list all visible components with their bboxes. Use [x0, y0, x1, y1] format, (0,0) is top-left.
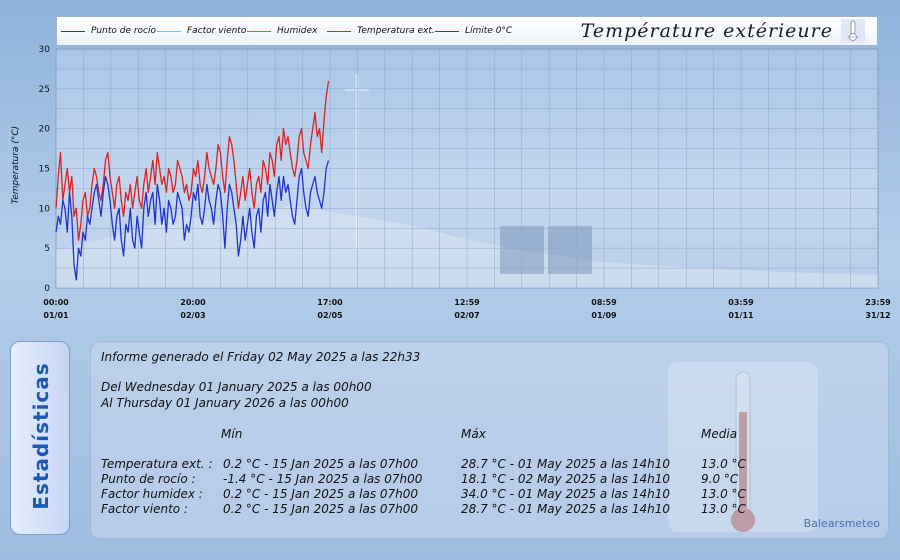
stats-row-label: Factor viento :: [101, 502, 188, 516]
stats-header-max: Máx: [461, 427, 486, 441]
x-tick-date: 01/09: [591, 311, 617, 320]
x-tick-date: 02/07: [454, 311, 479, 320]
x-tick-time: 03:59: [728, 298, 754, 307]
stats-row-min: 0.2 °C - 15 Jan 2025 a las 07h00: [223, 502, 419, 516]
legend-item: Punto de rocío: [61, 17, 156, 45]
chart-grid: [55, 48, 879, 289]
chart-legend: Punto de rocío Factor viento Humidex Temper…: [56, 16, 878, 46]
y-tick-label: 5: [44, 244, 50, 254]
stats-generated: Informe generado el Friday 02 May 2025 a…: [101, 350, 421, 364]
x-tick-time: 20:00: [180, 298, 206, 307]
brand-label: Balearsmeteo: [803, 517, 880, 530]
stats-row-avg: 13.0 °C: [701, 457, 746, 471]
legend-item: Límite 0°C: [435, 17, 512, 45]
stats-row-label: Temperatura ext. :: [101, 457, 213, 471]
stats-row-max: 28.7 °C - 01 May 2025 a las 14h10: [461, 502, 670, 516]
series-line: [55, 160, 330, 281]
x-tick-date: 02/03: [180, 311, 205, 320]
legend-label: Factor viento: [187, 26, 247, 36]
x-tick-date: 01/01: [43, 311, 69, 320]
stats-row-label: Punto de rocío :: [101, 472, 196, 486]
x-tick-time: 00:00: [43, 298, 69, 307]
y-tick-label: 25: [39, 85, 50, 95]
x-axis-ticks: 00:00 01/01 20:00 02/03 17:00 02/05 12:59 02/07…: [43, 298, 891, 320]
x-tick-date: 31/12: [865, 311, 890, 320]
x-tick-time: 17:00: [317, 298, 343, 307]
stats-row-min: 0.2 °C - 15 Jan 2025 a las 07h00: [223, 487, 419, 501]
stats-row-max: 28.7 °C - 01 May 2025 a las 14h10: [461, 457, 670, 471]
chart-series: [55, 80, 330, 281]
y-tick-label: 0: [44, 284, 50, 294]
x-tick-time: 12:59: [454, 298, 480, 307]
x-tick-date: 02/05: [317, 311, 343, 320]
legend-label: Límite 0°C: [465, 26, 513, 36]
stats-panel: Informe generado el Friday 02 May 2025 a…: [90, 341, 889, 539]
stats-to: Al Thursday 01 January 2026 a las 00h00: [101, 396, 349, 410]
y-tick-label: 15: [39, 165, 50, 175]
legend-item: Temperatura ext.: [327, 17, 435, 45]
stats-header-avg: Media: [701, 427, 738, 441]
y-tick-label: 10: [39, 204, 51, 214]
legend-swatch: [435, 30, 459, 32]
stats-row-avg: 13.0 °C: [701, 487, 746, 501]
thermometer-icon: [841, 19, 865, 43]
stats-from: Del Wednesday 01 January 2025 a las 00h0…: [101, 380, 372, 394]
legend-swatch: [61, 30, 85, 32]
mast-icon: [345, 74, 369, 250]
x-tick-date: 01/11: [728, 311, 754, 320]
y-axis-ticks: 0 5 10 15 20 25 30: [39, 45, 51, 294]
legend-label: Punto de rocío: [91, 26, 157, 36]
stats-header-min: Mín: [221, 427, 243, 441]
stats-row-label: Factor humidex :: [101, 487, 203, 501]
solar-panel-icon: [500, 226, 592, 274]
series-line: [55, 80, 330, 241]
legend-item: Factor viento: [157, 17, 246, 45]
stats-row-max: 34.0 °C - 01 May 2025 a las 14h10: [461, 487, 670, 501]
legend-label: Humidex: [277, 26, 318, 36]
legend-swatch: [157, 30, 181, 32]
legend-swatch: [327, 30, 351, 32]
stats-side-title: Estadísticas: [29, 362, 53, 510]
y-tick-label: 30: [39, 45, 51, 55]
thermometer-decoration-icon: [668, 362, 818, 532]
y-axis-label: Temperatura (°C): [11, 125, 21, 205]
temperature-chart: 0 5 10 15 20 25 30 00:00 01/01 20:00 02/03 17:00 02…: [39, 45, 892, 320]
stats-row-avg: 9.0 °C: [701, 472, 739, 486]
legend-swatch: [247, 30, 271, 32]
legend-item: Humidex: [247, 17, 317, 45]
chart-title: Température extérieure: [580, 20, 833, 42]
x-tick-time: 23:59: [865, 298, 891, 307]
stats-row-avg: 13.0 °C: [701, 502, 746, 516]
x-tick-time: 08:59: [591, 298, 617, 307]
legend-label: Temperatura ext.: [357, 26, 435, 36]
stats-row-max: 18.1 °C - 02 May 2025 a las 14h10: [461, 472, 670, 486]
stats-side-panel: Estadísticas: [10, 341, 70, 535]
y-tick-label: 20: [39, 125, 51, 135]
stats-row-min: 0.2 °C - 15 Jan 2025 a las 07h00: [223, 457, 419, 471]
stats-row-min: -1.4 °C - 15 Jan 2025 a las 07h00: [223, 472, 423, 486]
